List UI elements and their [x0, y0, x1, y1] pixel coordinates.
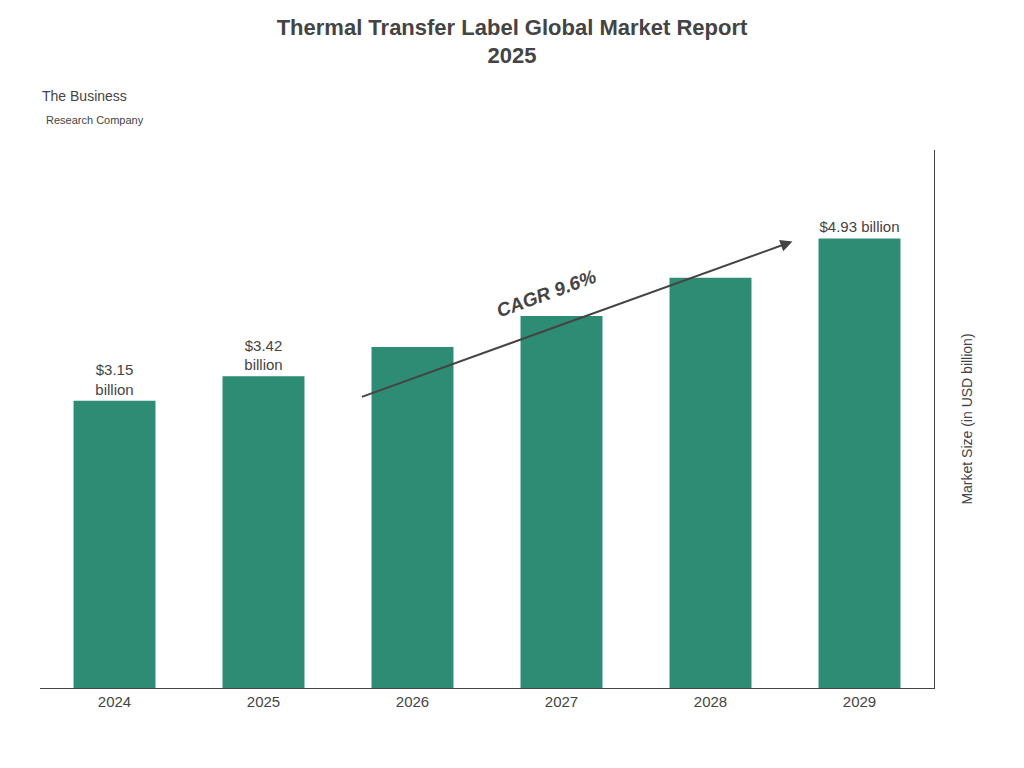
- svg-text:$3.42billion: $3.42billion: [244, 337, 282, 374]
- svg-text:2026: 2026: [396, 693, 429, 710]
- svg-text:2029: 2029: [843, 693, 876, 710]
- svg-text:Thermal Transfer Label Global: Thermal Transfer Label Global Market Rep…: [277, 15, 748, 69]
- svg-text:2027: 2027: [545, 693, 578, 710]
- svg-text:Research Company: Research Company: [46, 114, 144, 126]
- svg-text:$3.15billion: $3.15billion: [95, 361, 133, 398]
- svg-text:2025: 2025: [247, 693, 280, 710]
- svg-text:Market Size (in USD billion): Market Size (in USD billion): [959, 333, 975, 504]
- svg-text:2024: 2024: [98, 693, 131, 710]
- svg-text:The Business: The Business: [42, 88, 127, 104]
- svg-text:$4.93 billion: $4.93 billion: [819, 218, 899, 235]
- svg-text:2028: 2028: [694, 693, 727, 710]
- svg-text:CAGR 9.6%: CAGR 9.6%: [494, 266, 600, 322]
